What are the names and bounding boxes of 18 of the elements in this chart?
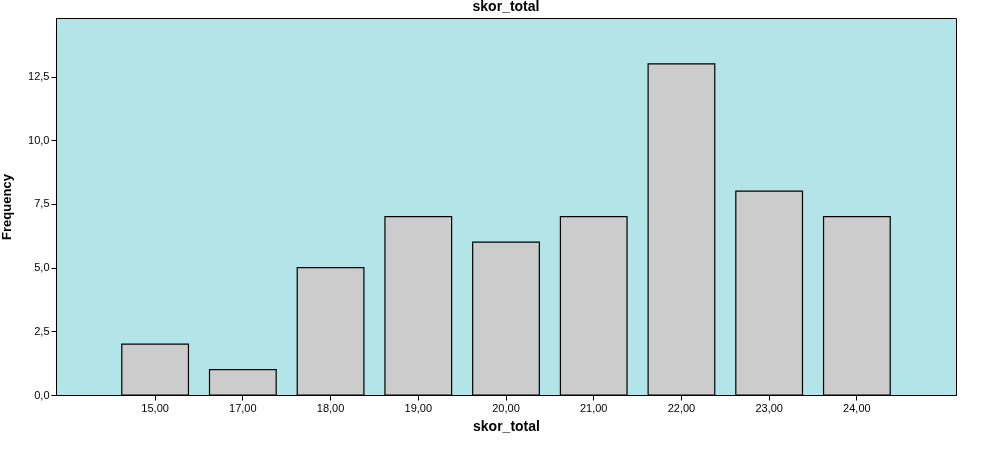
x-tick-label: 17,00	[229, 401, 257, 414]
x-tick-label: 15,00	[141, 401, 169, 414]
y-axis-title: Frequency	[0, 173, 15, 240]
x-tick-label: 22,00	[667, 401, 696, 414]
x-tick-label: 21,00	[579, 401, 608, 414]
x-tick-label: 23,00	[755, 401, 783, 414]
x-tick-label: 19,00	[404, 401, 433, 414]
y-tick-label: 2,5	[34, 324, 50, 337]
y-tick-label: 5,0	[34, 261, 50, 274]
x-tick-label: 20,00	[492, 401, 520, 414]
y-tick-label: 0,0	[34, 388, 50, 401]
y-tick-label: 12,5	[28, 70, 50, 83]
x-tick-label: 24,00	[843, 401, 871, 414]
x-axis-title: skor_total	[473, 417, 540, 434]
x-tick-label: 18,00	[316, 401, 345, 414]
y-tick-label: 10,0	[28, 133, 50, 146]
y-tick-label: 7,5	[34, 197, 50, 210]
chart-title: skor_total	[472, 0, 540, 14]
